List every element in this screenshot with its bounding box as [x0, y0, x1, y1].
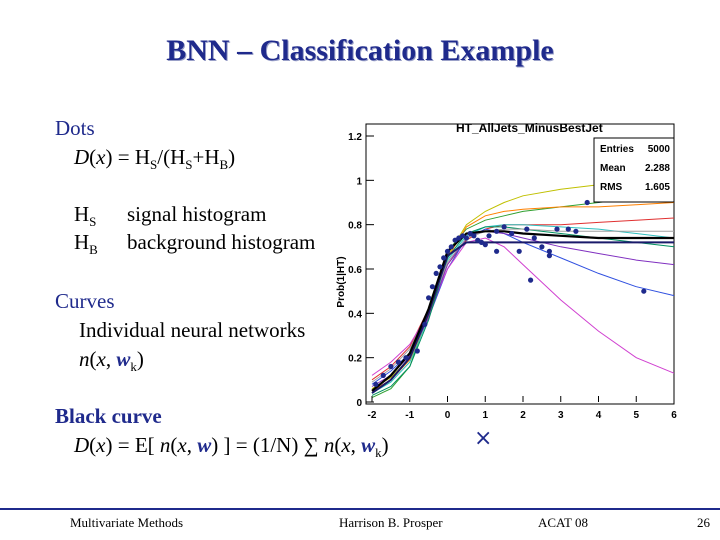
data-point	[554, 226, 560, 232]
data-point	[429, 284, 435, 290]
data-point	[478, 239, 485, 245]
y-tick-label: 1.2	[348, 132, 362, 143]
data-point	[414, 348, 420, 354]
chart-title: HT_AllJets_MinusBestJet	[456, 121, 603, 135]
stats-label: RMS	[600, 182, 623, 193]
data-point	[471, 233, 477, 239]
ensemble-curve-6	[371, 202, 675, 392]
slide-title: BNN – Classification Example	[166, 34, 554, 67]
x-tick-label: 6	[671, 410, 677, 421]
data-point	[546, 253, 552, 259]
data-point	[437, 264, 443, 270]
d-formula: D(x) = HS/(HS+HB)	[74, 145, 236, 173]
data-point	[494, 248, 500, 254]
ensemble-curve-3	[371, 237, 675, 376]
stats-value: 2.288	[645, 163, 670, 174]
classification-chart: -2 -1 0 1 2 3 4 5 6 0 0.2 0.4 0.6 0.8 1 1.2 HT_AllJets_…	[336, 121, 677, 421]
points-layer	[373, 177, 647, 387]
footer-left: Multivariate Methods	[70, 515, 184, 530]
x-tick-label: 1	[482, 410, 488, 421]
footer-right: ACAT 08	[538, 515, 588, 530]
stats-frame	[593, 137, 675, 203]
data-point	[475, 237, 481, 243]
y-axis-label: Prob(1|HT)	[336, 256, 347, 307]
data-point	[463, 235, 469, 241]
x-tick-label: 0	[445, 410, 451, 421]
cross-mark-icon: ×	[474, 426, 493, 451]
data-point	[373, 381, 379, 387]
x-tick-label: 2	[520, 410, 526, 421]
curves-heading: Curves	[55, 289, 115, 313]
stats-label: Mean	[600, 163, 626, 174]
y-tick-label: 0.2	[348, 354, 362, 365]
x-tick-label: -1	[405, 410, 414, 421]
black-average-curve	[371, 230, 674, 392]
stats-label: Entries	[600, 144, 634, 155]
data-point	[456, 235, 462, 241]
x-tick-label: -2	[368, 410, 377, 421]
data-point	[641, 288, 647, 294]
data-point	[444, 248, 451, 254]
data-point	[584, 199, 590, 206]
data-point	[403, 355, 409, 361]
data-point	[433, 270, 439, 276]
black-curve-formula: D(x) = E[ n(x, w) ] = (1/N) ∑ n(x, wk)	[74, 433, 389, 461]
hb-label: HB	[74, 230, 98, 258]
data-point	[509, 230, 515, 237]
y-tick-label: 0.4	[348, 309, 362, 320]
hb-description: background histogram	[127, 230, 316, 254]
x-tick-label: 5	[633, 410, 639, 421]
curves-line1: Individual neural networks	[79, 318, 306, 342]
data-point	[501, 224, 507, 230]
black-curve-heading: Black curve	[55, 404, 162, 428]
data-point	[460, 233, 466, 239]
data-point	[486, 233, 492, 239]
footer-page-number: 26	[697, 515, 710, 530]
hs-description: signal histogram	[127, 202, 267, 226]
y-tick-label: 0.8	[348, 221, 362, 232]
data-point	[531, 235, 537, 241]
data-point	[546, 248, 552, 254]
dots-heading: Dots	[55, 116, 95, 140]
curves-formula: n(x, wk)	[79, 347, 144, 375]
y-tick-label: 1	[356, 176, 362, 187]
hs-label: HS	[74, 202, 97, 230]
data-point	[441, 255, 447, 261]
data-point	[573, 228, 579, 234]
data-point	[388, 363, 394, 370]
x-tick-label: 4	[596, 410, 602, 421]
data-point	[426, 295, 432, 301]
footer-center: Harrison B. Prosper	[339, 515, 443, 530]
y-tick-label: 0.6	[348, 265, 362, 276]
data-point	[448, 244, 454, 250]
stats-value: 1.605	[645, 182, 670, 193]
y-tick-label: 0	[356, 398, 362, 409]
data-point	[422, 321, 428, 327]
data-point	[395, 359, 401, 365]
x-tick-label: 3	[558, 410, 564, 421]
data-point	[524, 226, 530, 232]
stats-value: 5000	[648, 144, 671, 155]
data-point	[565, 226, 571, 232]
data-point	[494, 228, 500, 234]
footer-divider	[0, 508, 720, 510]
data-point	[482, 242, 488, 248]
data-point	[528, 277, 534, 283]
data-point	[539, 244, 545, 250]
data-point	[516, 248, 522, 254]
axes-layer: -2 -1 0 1 2 3 4 5 6 0 0.2 0.4 0.6 0.8 1 1.2	[348, 132, 677, 421]
stats-box: Entries 5000 Mean 2.288 RMS 1.605	[593, 137, 675, 203]
data-point	[380, 372, 386, 378]
